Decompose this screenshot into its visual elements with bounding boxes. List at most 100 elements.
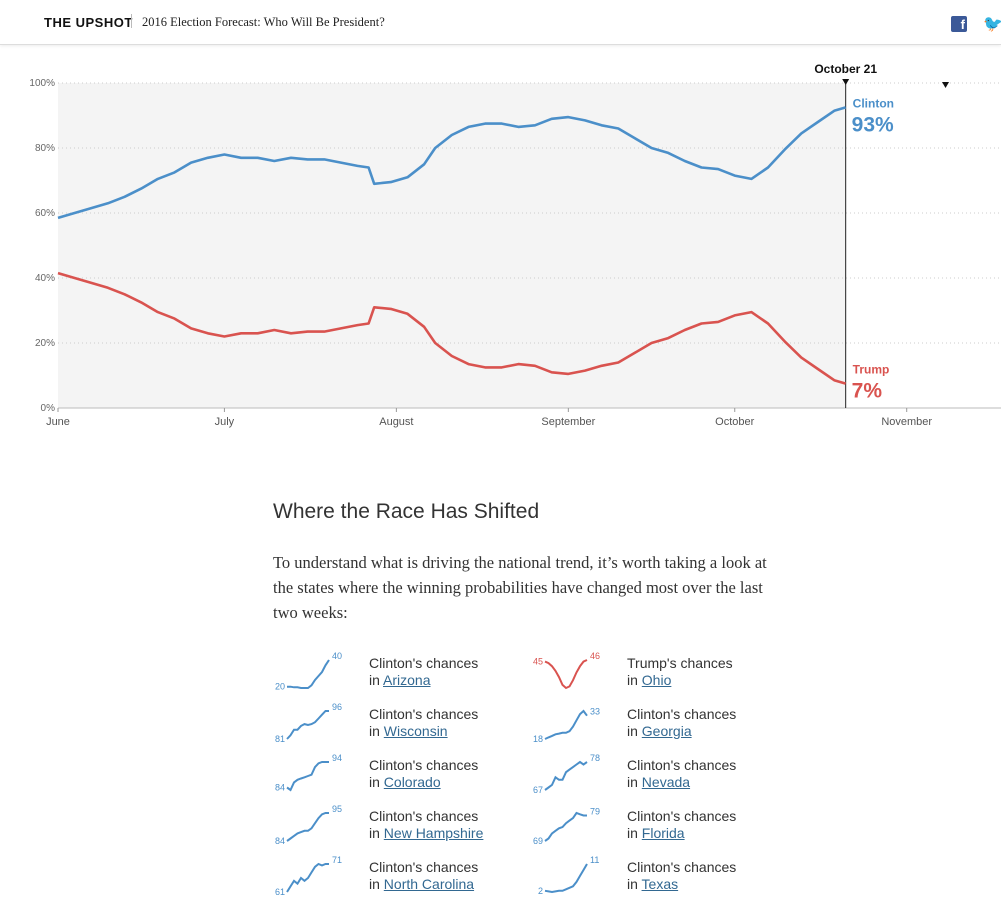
trump-percent: 7% xyxy=(852,380,883,403)
sparkline-end-value: 46 xyxy=(590,652,600,661)
facebook-glyph: f xyxy=(960,17,965,32)
sparkline-end-value: 94 xyxy=(332,754,342,763)
sparkline-end-value: 11 xyxy=(590,856,599,865)
sparkline-start-value: 84 xyxy=(275,782,285,792)
y-tick-label: 0% xyxy=(41,403,56,414)
state-card-texas: 2 11 Clinton's chances in Texas xyxy=(531,856,771,900)
state-line: in Colorado xyxy=(369,774,478,791)
clinton-percent: 93% xyxy=(852,113,894,136)
sparkline-end-value: 79 xyxy=(590,807,600,817)
chance-label: Clinton's chances xyxy=(369,808,479,824)
state-description: Clinton's chances in Florida xyxy=(627,808,736,842)
sparkline-path xyxy=(544,811,587,842)
sparkline-start-value: 84 xyxy=(275,836,285,846)
sparkline-path xyxy=(286,710,329,740)
state-prefix: in xyxy=(369,723,384,739)
sparkline-end-value: 33 xyxy=(590,707,600,717)
state-card-wisconsin: 81 96 Clinton's chances in Wisconsin xyxy=(273,703,513,747)
state-link[interactable]: Georgia xyxy=(641,723,692,739)
chance-label: Clinton's chances xyxy=(369,859,479,875)
chance-label: Clinton's chances xyxy=(369,757,479,773)
facebook-icon[interactable]: f xyxy=(951,16,967,32)
state-link[interactable]: North Carolina xyxy=(383,876,475,892)
sparkline-end-value: 71 xyxy=(332,856,342,865)
current-date-marker xyxy=(842,79,850,85)
sparkline-start-value: 69 xyxy=(533,836,543,846)
x-tick-label: October xyxy=(715,416,754,428)
top-bar: THE UPSHOT 2016 Election Forecast: Who W… xyxy=(0,0,1001,45)
chance-label: Clinton's chances xyxy=(627,859,737,875)
state-prefix: in xyxy=(627,672,642,688)
chance-label: Clinton's chances xyxy=(627,757,737,773)
state-prefix: in xyxy=(627,723,642,739)
state-card-new-hampshire: 84 95 Clinton's chances in New Hampshire xyxy=(273,805,513,849)
sparkline-end-value: 95 xyxy=(332,805,342,814)
sparkline-start-value: 61 xyxy=(275,887,285,897)
state-prefix: in xyxy=(369,825,384,841)
sparkline-path xyxy=(286,812,329,842)
section-heading: Where the Race Has Shifted xyxy=(273,500,540,523)
state-link[interactable]: New Hampshire xyxy=(383,825,484,841)
state-description: Clinton's chances in New Hampshire xyxy=(369,808,483,842)
state-prefix: in xyxy=(369,672,384,688)
sparkline: 81 96 xyxy=(275,703,342,744)
state-prefix: in xyxy=(627,774,642,790)
state-description: Clinton's chances in Wisconsin xyxy=(369,706,478,740)
state-link[interactable]: Nevada xyxy=(641,774,691,790)
sparkline: 84 95 xyxy=(275,805,342,846)
page-title: 2016 Election Forecast: Who Will Be Pres… xyxy=(142,15,385,29)
sparkline-path xyxy=(286,761,329,792)
x-tick-label: July xyxy=(215,416,235,428)
sparkline-path xyxy=(287,659,330,689)
state-line: in Arizona xyxy=(369,672,478,689)
x-tick-label: August xyxy=(379,416,413,428)
sparkline-end-value: 96 xyxy=(332,703,342,712)
sparkline-path xyxy=(286,862,329,893)
chance-label: Clinton's chances xyxy=(627,706,737,722)
state-line: in New Hampshire xyxy=(369,825,483,842)
y-tick-label: 100% xyxy=(29,78,55,89)
sparkline: 84 94 xyxy=(275,754,342,792)
brand-logo[interactable]: THE UPSHOT xyxy=(44,15,133,30)
state-line: in Texas xyxy=(627,876,736,893)
y-tick-label: 40% xyxy=(35,273,55,284)
twitter-icon[interactable]: 🐦 xyxy=(983,14,1001,33)
sparkline-start-value: 20 xyxy=(275,682,285,692)
state-link[interactable]: Arizona xyxy=(383,672,431,688)
election-day-marker xyxy=(942,82,950,88)
state-card-arizona: 20 40 Clinton's chances in Arizona xyxy=(273,652,513,696)
sparkline-end-value: 78 xyxy=(590,754,600,763)
sparkline: 67 78 xyxy=(533,754,600,795)
x-tick-label: November xyxy=(881,416,932,428)
state-link[interactable]: Wisconsin xyxy=(383,723,448,739)
sparkline: 61 71 xyxy=(275,856,342,897)
sparkline-start-value: 2 xyxy=(538,886,543,896)
sparkline-end-value: 40 xyxy=(332,652,342,661)
state-link[interactable]: Texas xyxy=(641,876,679,892)
state-link[interactable]: Florida xyxy=(641,825,685,841)
chance-label: Clinton's chances xyxy=(627,808,737,824)
state-description: Trump's chances in Ohio xyxy=(627,655,733,689)
state-link[interactable]: Colorado xyxy=(383,774,441,790)
state-description: Clinton's chances in Georgia xyxy=(627,706,736,740)
state-link[interactable]: Ohio xyxy=(641,672,672,688)
clinton-label: Clinton xyxy=(853,96,894,110)
header-divider xyxy=(131,14,132,28)
y-tick-label: 80% xyxy=(35,143,55,154)
state-description: Clinton's chances in Nevada xyxy=(627,757,736,791)
state-description: Clinton's chances in Arizona xyxy=(369,655,478,689)
chance-label: Trump's chances xyxy=(627,655,733,671)
intro-paragraph: To understand what is driving the nation… xyxy=(273,553,767,622)
state-prefix: in xyxy=(369,876,384,892)
sparkline: 45 46 xyxy=(533,652,600,690)
sparkline: 69 79 xyxy=(533,807,600,846)
article-section: Where the Race Has Shifted To understand… xyxy=(273,500,773,625)
state-card-nevada: 67 78 Clinton's chances in Nevada xyxy=(531,754,771,798)
state-card-ohio: 45 46 Trump's chances in Ohio xyxy=(531,652,771,696)
x-tick-label: June xyxy=(46,416,70,428)
sparkline-start-value: 45 xyxy=(533,657,543,667)
past-shading xyxy=(58,83,846,408)
state-line: in North Carolina xyxy=(369,876,478,893)
